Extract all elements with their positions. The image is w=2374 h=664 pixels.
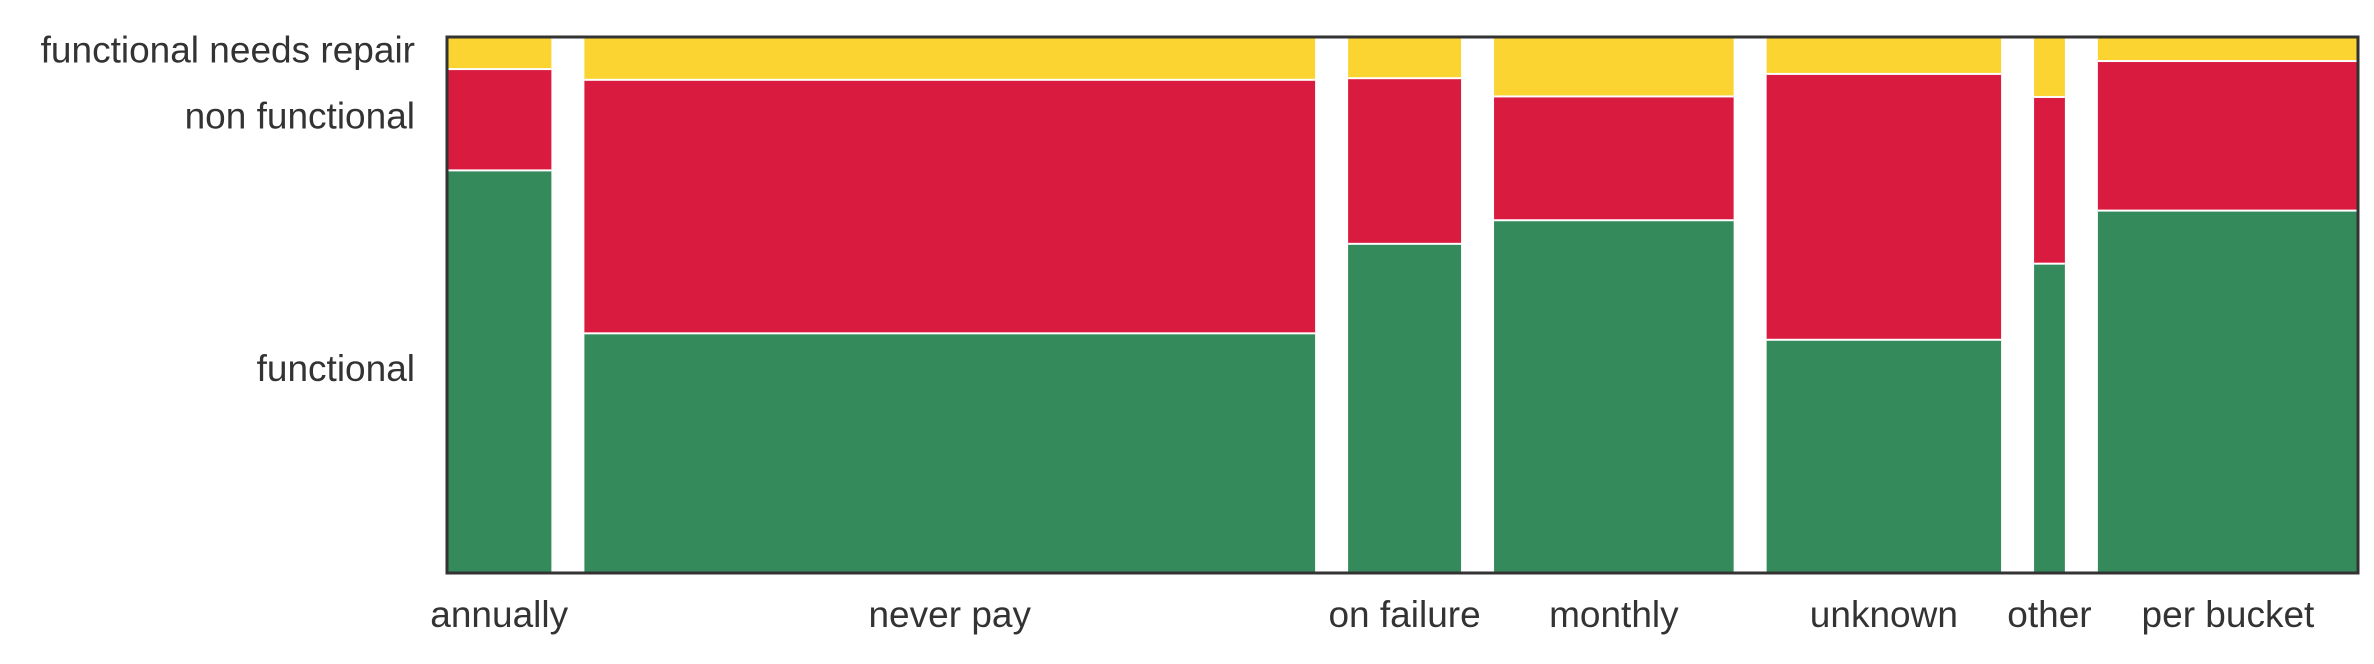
cell-per-bucket-functional-needs-repair <box>2097 37 2358 61</box>
cell-unknown-functional <box>1766 338 2002 573</box>
cell-monthly-non-functional <box>1494 95 1734 220</box>
cell-per-bucket-non-functional <box>2097 60 2358 210</box>
cell-separator <box>1348 240 1462 245</box>
x-tick-monthly: monthly <box>1549 594 1679 635</box>
cell-separator <box>1494 93 1734 98</box>
x-tick-other: other <box>2007 594 2091 635</box>
cell-annually-functional-needs-repair <box>447 37 552 69</box>
x-tick-annually: annually <box>430 594 568 635</box>
cell-on-failure-non-functional <box>1348 77 1462 243</box>
cell-other-non-functional <box>2034 95 2065 263</box>
chart-cells <box>447 37 2358 574</box>
cell-unknown-non-functional <box>1766 72 2002 339</box>
x-tick-unknown: unknown <box>1810 594 1958 635</box>
y-tick-labels: functional non functional functional needs… <box>41 29 415 389</box>
cell-never-pay-functional <box>584 332 1316 573</box>
cell-other-functional-needs-repair <box>2034 37 2065 96</box>
cell-never-pay-functional-needs-repair <box>584 37 1316 79</box>
cell-annually-non-functional <box>447 68 552 170</box>
y-tick-functional: functional <box>257 348 415 389</box>
x-tick-never-pay: never pay <box>868 594 1031 635</box>
x-tick-per-bucket: per bucket <box>2142 594 2315 635</box>
cell-monthly-functional-needs-repair <box>1494 37 1734 96</box>
cell-never-pay-non-functional <box>584 78 1316 333</box>
y-tick-non-functional: non functional <box>185 96 415 137</box>
cell-on-failure-functional <box>1348 242 1462 573</box>
y-tick-functional-needs-repair: functional needs repair <box>41 29 415 70</box>
cell-unknown-functional-needs-repair <box>1766 37 2002 73</box>
x-tick-labels: annually never pay on failure monthly unknow… <box>430 594 2315 635</box>
cell-monthly-functional <box>1494 219 1734 574</box>
cell-per-bucket-functional <box>2097 209 2358 574</box>
x-tick-on-failure: on failure <box>1328 594 1480 635</box>
cell-on-failure-functional-needs-repair <box>1348 37 1462 78</box>
cell-annually-functional <box>447 169 552 573</box>
cell-other-functional <box>2034 262 2065 573</box>
plot-frame <box>445 35 2360 575</box>
